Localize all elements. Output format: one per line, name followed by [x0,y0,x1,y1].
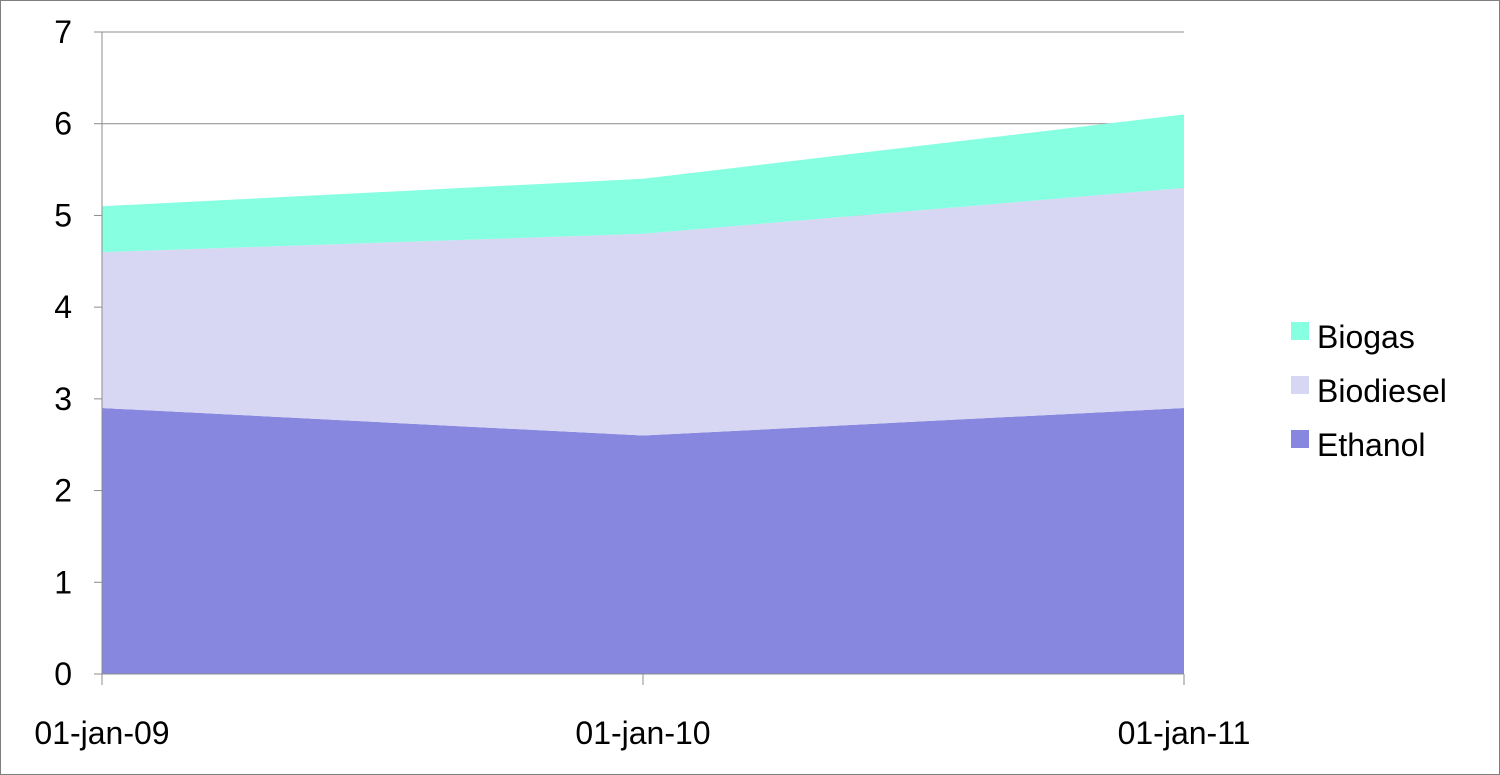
y-tick-label-0: 0 [54,656,72,692]
x-tick-label-2: 01-jan-11 [1118,715,1251,751]
y-tick-label-3: 3 [54,381,72,417]
legend-label-biodiesel: Biodiesel [1317,373,1447,409]
y-tick-label-5: 5 [54,197,72,233]
x-tick-label-1: 01-jan-10 [575,715,710,751]
legend-swatch-biogas [1291,322,1309,340]
legend-label-ethanol: Ethanol [1317,427,1426,463]
y-tick-label-7: 7 [54,14,72,50]
y-tick-label-2: 2 [54,473,72,509]
area-biodiesel [102,187,1184,436]
y-tick-label-6: 6 [54,106,72,142]
x-tick-label-0: 01-jan-09 [34,715,169,751]
y-tick-label-1: 1 [54,564,72,600]
area-ethanol [102,408,1184,674]
y-tick-label-4: 4 [54,289,72,325]
legend-swatch-biodiesel [1291,376,1309,394]
area-biogas [102,114,1184,253]
legend-label-biogas: Biogas [1317,319,1415,355]
legend-swatch-ethanol [1291,430,1309,448]
